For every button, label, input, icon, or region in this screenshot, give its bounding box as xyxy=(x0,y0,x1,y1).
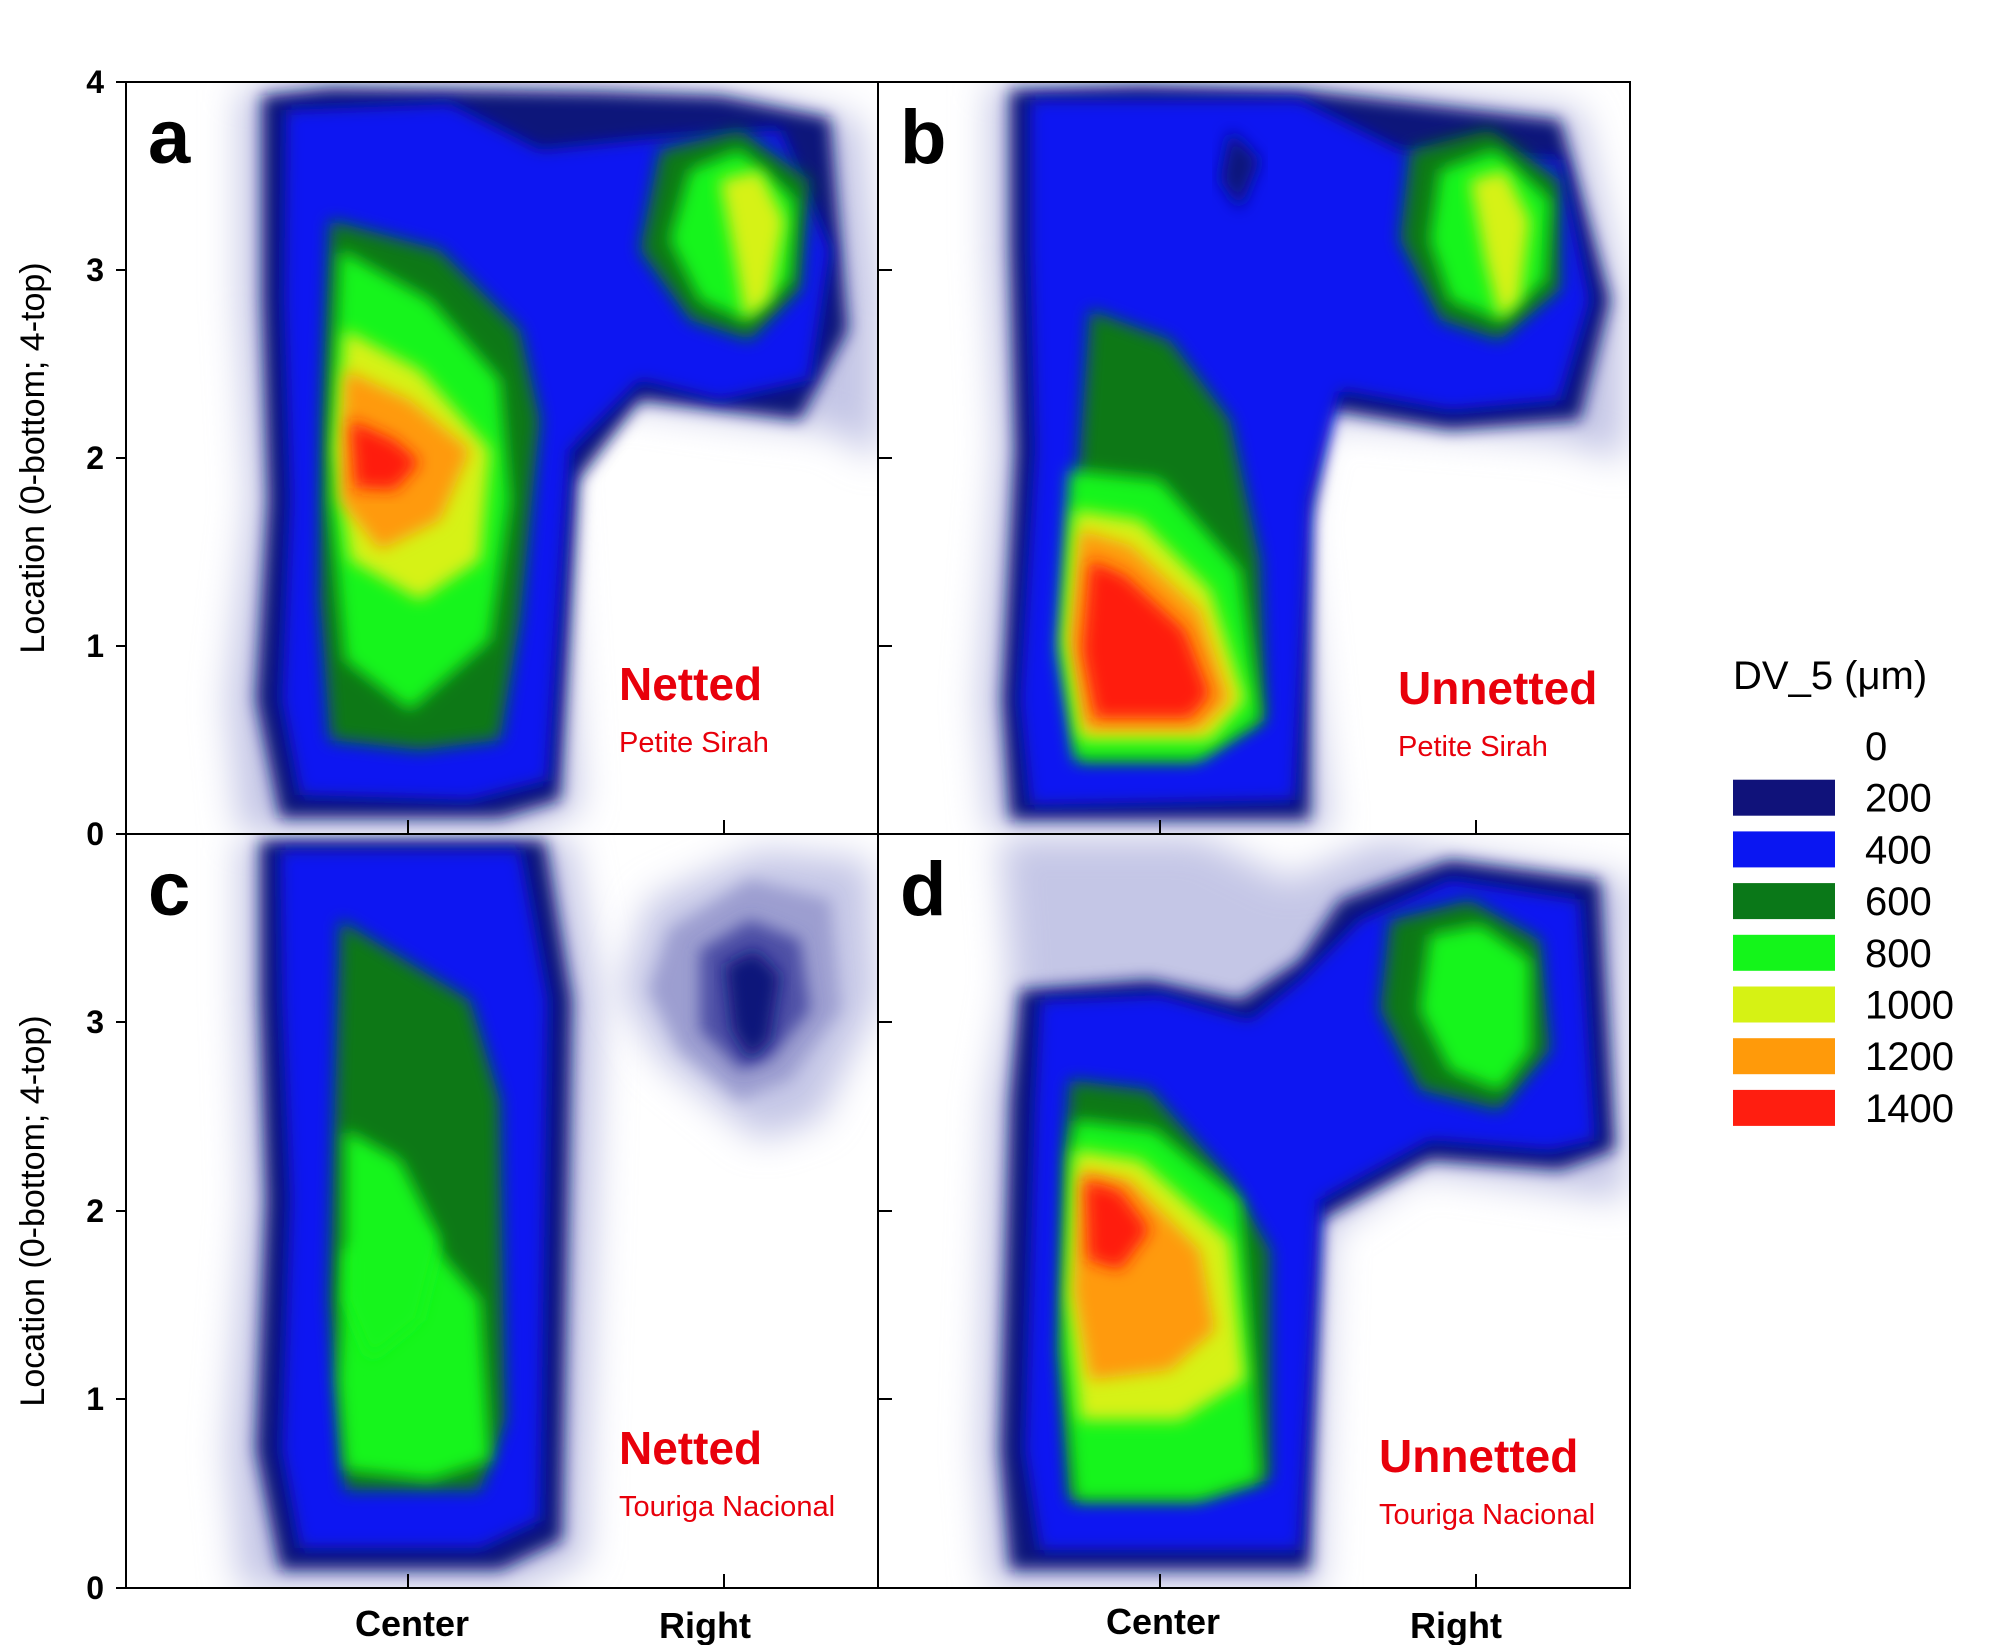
treatment-label: Unnetted xyxy=(1398,662,1597,714)
panel-b xyxy=(980,84,1625,834)
panel-d xyxy=(980,836,1630,1588)
x-tick-label: Right xyxy=(659,1605,751,1645)
y-tick-label: 0 xyxy=(86,1570,104,1606)
y-tick-label: 3 xyxy=(86,252,104,288)
legend-title: DV_5 (μm) xyxy=(1733,654,1927,698)
x-tick-label: Center xyxy=(1106,1601,1220,1642)
panel-d-contours xyxy=(980,836,1630,1588)
legend: DV_5 (μm) 0 200 400 600 800 1000 1200 1400 xyxy=(1733,654,1954,1131)
legend-label-0: 0 xyxy=(1865,725,1887,769)
y-tick-label: 4 xyxy=(86,64,104,100)
cultivar-label: Touriga Nacional xyxy=(1379,1499,1595,1531)
legend-label-600: 600 xyxy=(1865,880,1932,924)
legend-label-400: 400 xyxy=(1865,828,1932,872)
cultivar-label: Petite Sirah xyxy=(619,727,769,759)
legend-label-1400: 1400 xyxy=(1865,1087,1954,1131)
x-axis-ticks xyxy=(407,820,1477,1588)
legend-label-1200: 1200 xyxy=(1865,1035,1954,1079)
legend-entries: 0 200 400 600 800 1000 1200 1400 xyxy=(1733,725,1954,1131)
panel-a xyxy=(228,84,878,834)
legend-swatch-400 xyxy=(1733,831,1835,868)
y-tick-label: 1 xyxy=(86,628,104,664)
treatment-label: Unnetted xyxy=(1379,1430,1578,1482)
cultivar-label: Petite Sirah xyxy=(1398,731,1548,763)
treatment-label: Netted xyxy=(619,1422,762,1474)
legend-swatch-1000 xyxy=(1733,986,1835,1023)
panel-c xyxy=(228,836,878,1588)
panel-letter: d xyxy=(900,847,946,932)
panel-c-contours xyxy=(228,836,878,1588)
y-axis-top xyxy=(116,81,892,835)
panel-letter: c xyxy=(148,847,190,932)
panel-letter: a xyxy=(148,95,191,180)
y-tick-label: 2 xyxy=(86,1193,104,1229)
legend-swatch-1400 xyxy=(1733,1089,1835,1126)
panel-letter: b xyxy=(900,95,946,180)
y-axis-bottom xyxy=(116,1021,892,1589)
y-tick-label: 1 xyxy=(86,1381,104,1417)
panel-a-contours xyxy=(228,84,878,834)
y-axis-title-top: Location (0-bottom; 4-top) xyxy=(14,262,52,653)
legend-label-200: 200 xyxy=(1865,777,1932,821)
cultivar-label: Touriga Nacional xyxy=(619,1491,835,1523)
legend-swatch-200 xyxy=(1733,779,1835,816)
treatment-label: Netted xyxy=(619,658,762,710)
y-tick-label: 0 xyxy=(86,816,104,852)
y-axis-title-bottom: Location (0-bottom; 4-top) xyxy=(14,1015,52,1406)
y-tick-label: 3 xyxy=(86,1004,104,1040)
legend-swatch-1200 xyxy=(1733,1038,1835,1075)
y-tick-label: 2 xyxy=(86,440,104,476)
panel-b-contours xyxy=(980,84,1625,834)
legend-swatch-600 xyxy=(1733,883,1835,920)
legend-swatch-800 xyxy=(1733,934,1835,971)
x-tick-label: Center xyxy=(355,1603,469,1644)
legend-label-1000: 1000 xyxy=(1865,984,1954,1028)
x-tick-label: Right xyxy=(1410,1605,1502,1645)
legend-label-800: 800 xyxy=(1865,932,1932,976)
